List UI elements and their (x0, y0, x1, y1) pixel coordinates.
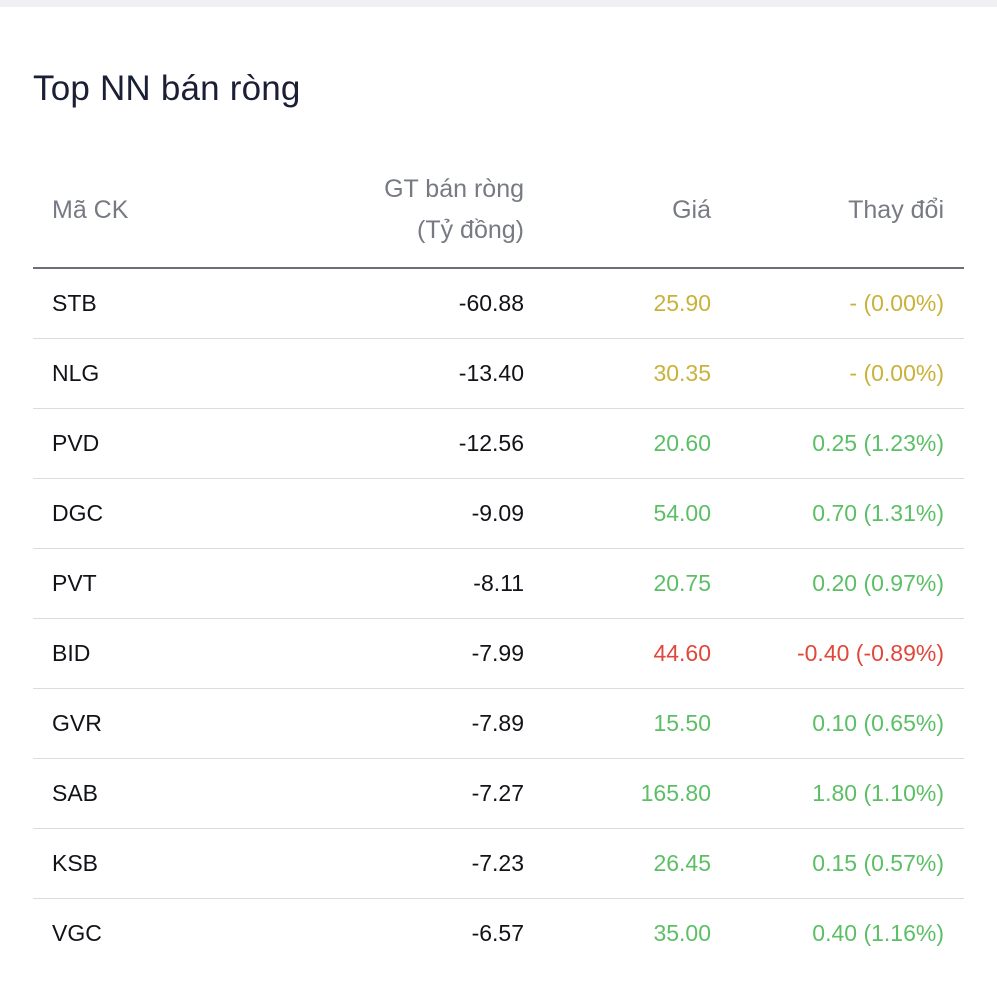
stock-code[interactable]: DGC (52, 500, 104, 526)
table-row[interactable]: VGC -6.57 35.00 0.40 (1.16%) (33, 899, 964, 968)
stock-code[interactable]: PVT (52, 570, 97, 596)
net-sell-value: -60.88 (458, 290, 524, 316)
table-row[interactable]: PVT -8.11 20.75 0.20 (0.97%) (33, 549, 964, 619)
table-row[interactable]: BID -7.99 44.60 -0.40 (-0.89%) (33, 619, 964, 689)
stock-price: 54.00 (653, 500, 711, 526)
stock-price: 30.35 (653, 360, 711, 386)
stock-code[interactable]: BID (52, 640, 91, 666)
table-row[interactable]: GVR -7.89 15.50 0.10 (0.65%) (33, 689, 964, 759)
table-row[interactable]: DGC -9.09 54.00 0.70 (1.31%) (33, 479, 964, 549)
price-change: 1.80 (1.10%) (812, 780, 944, 806)
header-stock-code[interactable]: Mã CK (52, 196, 129, 224)
price-change: 0.20 (0.97%) (812, 570, 944, 596)
stock-price: 26.45 (653, 850, 711, 876)
header-change[interactable]: Thay đổi (848, 196, 944, 224)
price-change: - (0.00%) (849, 290, 944, 316)
price-change: - (0.00%) (849, 360, 944, 386)
stock-price: 25.90 (653, 290, 711, 316)
net-sell-value: -8.11 (473, 570, 524, 596)
price-change: 0.70 (1.31%) (812, 500, 944, 526)
stock-price: 44.60 (653, 640, 711, 666)
net-sell-value: -9.09 (471, 500, 524, 526)
net-sell-value: -7.23 (471, 850, 524, 876)
price-change: -0.40 (-0.89%) (796, 640, 944, 666)
stock-code[interactable]: PVD (52, 430, 100, 456)
stock-code[interactable]: GVR (52, 710, 102, 736)
stock-price: 20.60 (653, 430, 711, 456)
top-net-selling-card: Top NN bán ròng Mã CK GT bán ròng (Tỷ đồ… (0, 7, 997, 990)
stock-code[interactable]: STB (52, 290, 97, 316)
stock-code[interactable]: VGC (52, 920, 102, 946)
net-sell-value: -7.27 (471, 780, 524, 806)
price-change: 0.15 (0.57%) (812, 850, 944, 876)
table-row[interactable]: STB -60.88 25.90 - (0.00%) (33, 269, 964, 339)
price-change: 0.40 (1.16%) (812, 920, 944, 946)
price-change: 0.25 (1.23%) (812, 430, 944, 456)
table-row[interactable]: KSB -7.23 26.45 0.15 (0.57%) (33, 829, 964, 899)
table-row[interactable]: NLG -13.40 30.35 - (0.00%) (33, 339, 964, 409)
stock-code[interactable]: NLG (52, 360, 100, 386)
header-net-sell-value[interactable]: GT bán ròng (Tỷ đồng) (384, 169, 524, 251)
net-sell-value: -13.40 (458, 360, 524, 386)
stock-price: 165.80 (640, 780, 711, 806)
stock-price: 20.75 (653, 570, 711, 596)
net-selling-table: Mã CK GT bán ròng (Tỷ đồng) Giá Thay đổi… (33, 162, 964, 968)
stock-price: 15.50 (653, 710, 711, 736)
top-divider-strip (0, 0, 997, 7)
stock-price: 35.00 (653, 920, 711, 946)
price-change: 0.10 (0.65%) (812, 710, 944, 736)
table-row[interactable]: SAB -7.27 165.80 1.80 (1.10%) (33, 759, 964, 829)
net-sell-value: -12.56 (458, 430, 524, 456)
net-sell-value: -7.89 (471, 710, 524, 736)
table-header: Mã CK GT bán ròng (Tỷ đồng) Giá Thay đổi (33, 162, 964, 269)
header-price[interactable]: Giá (672, 196, 711, 224)
net-sell-value: -7.99 (471, 640, 524, 666)
table-row[interactable]: PVD -12.56 20.60 0.25 (1.23%) (33, 409, 964, 479)
header-net-sell-value-line1: GT bán ròng (384, 175, 524, 203)
table-body: STB -60.88 25.90 - (0.00%) NLG -13.40 30… (33, 269, 964, 968)
card-title: Top NN bán ròng (33, 69, 301, 108)
stock-code[interactable]: KSB (52, 850, 99, 876)
net-sell-value: -6.57 (471, 920, 524, 946)
header-net-sell-value-unit: (Tỷ đồng) (417, 216, 524, 244)
stock-code[interactable]: SAB (52, 780, 99, 806)
